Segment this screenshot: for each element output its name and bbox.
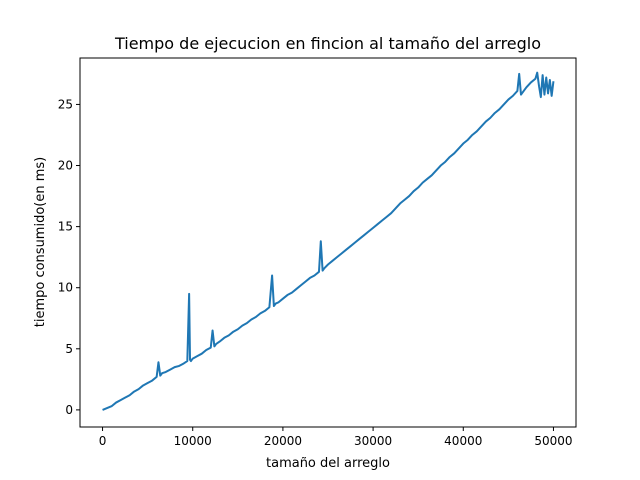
x-tick-label: 30000 <box>354 434 392 448</box>
y-tick-label: 0 <box>65 403 73 417</box>
axes-frame <box>79 57 577 428</box>
x-axis-ticks: 0 10000 20000 30000 40000 50000 <box>99 427 573 448</box>
y-tick-label: 15 <box>58 220 73 234</box>
x-axis-label: tamaño del arreglo <box>266 456 390 471</box>
series-line-0 <box>102 71 555 411</box>
y-tick-label: 10 <box>58 281 73 295</box>
x-tick-label: 50000 <box>534 434 572 448</box>
x-tick-label: 0 <box>99 434 107 448</box>
chart-title: Tiempo de ejecucion en fincion al tamaño… <box>114 34 541 53</box>
y-axis-ticks: 0 5 10 15 20 25 <box>58 97 80 417</box>
x-tick-label: 10000 <box>174 434 212 448</box>
plot-area <box>102 71 555 411</box>
y-tick-label: 20 <box>58 159 73 173</box>
x-tick-label: 40000 <box>444 434 482 448</box>
x-tick-label: 20000 <box>264 434 302 448</box>
y-axis-label: tiempo consumido(en ms) <box>33 157 48 328</box>
y-tick-label: 25 <box>58 97 73 111</box>
y-tick-label: 5 <box>65 342 73 356</box>
